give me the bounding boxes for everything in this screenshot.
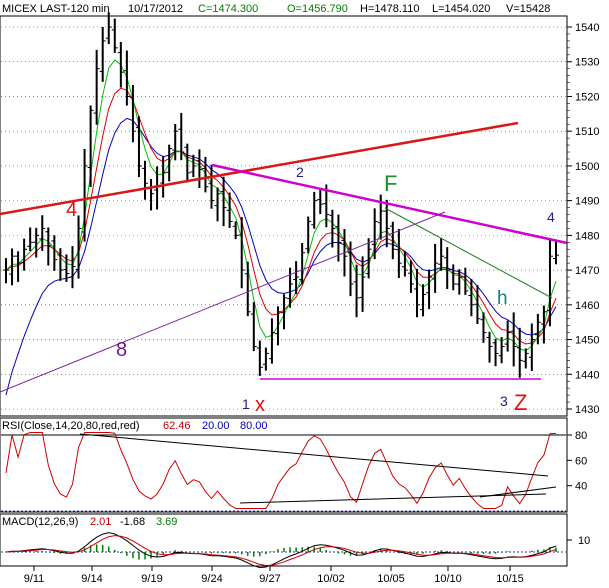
macd-label: MACD(12,26,9): [2, 516, 78, 528]
rsi-tick-label: 40: [575, 481, 587, 493]
date-tick-label: 9/19: [141, 573, 162, 585]
price-tick-label: 1520: [575, 91, 599, 103]
rsi-value-current: 62.46: [163, 420, 191, 432]
wave-label-8: 8: [116, 339, 127, 361]
macd-value-1: 2.01: [90, 516, 111, 528]
wave-label-1: 1: [242, 396, 250, 412]
wave-label-4-right: 4: [547, 209, 555, 225]
price-tick-label: 1530: [575, 57, 599, 69]
date-tick-label: 10/10: [434, 573, 462, 585]
date-tick-label: 10/02: [317, 573, 345, 585]
header-high: H=1478.110: [360, 3, 419, 15]
price-tick-label: 1450: [575, 335, 599, 347]
price-tick-label: 1480: [575, 230, 599, 242]
price-bars: [3, 12, 559, 378]
rsi-value-high: 80.00: [240, 420, 268, 432]
date-tick-label: 9/14: [81, 573, 102, 585]
date-tick-label: 9/11: [24, 573, 45, 585]
wave-label-F: F: [384, 171, 397, 196]
wave-label-3: 3: [500, 393, 508, 409]
trendline-red: [0, 121, 519, 216]
price-tick-label: 1470: [575, 265, 599, 277]
macd-axis: 10: [567, 535, 590, 547]
date-tick-label: 10/05: [377, 573, 405, 585]
trendline-green: [384, 207, 553, 299]
date-tick-label: 10/15: [496, 573, 524, 585]
price-tick-label: 1430: [575, 404, 599, 416]
date-tick-label: 9/27: [259, 573, 280, 585]
rsi-tick-label: 80: [575, 430, 587, 442]
macd-tick-label: 10: [578, 535, 590, 547]
price-tick-label: 1540: [575, 22, 599, 34]
trendline-magenta-resistance: [211, 163, 568, 245]
rsi-trendline-upper: [79, 433, 549, 477]
price-axis: 1430 1440 1450 1460 1470 1480 1490 1500 1510 1520…: [567, 22, 599, 416]
wave-label-2: 2: [296, 164, 304, 180]
rsi-value-low: 20.00: [202, 420, 230, 432]
macd-signal-line: [5, 535, 557, 567]
price-tick-label: 1500: [575, 161, 599, 173]
macd-value-3: 3.69: [156, 516, 177, 528]
ma-mid-line: [5, 87, 557, 345]
macd-panel: [0, 513, 568, 567]
date-tick-label: 9/24: [201, 573, 222, 585]
rsi-line: [5, 432, 557, 509]
macd-value-2: -1.68: [120, 516, 145, 528]
rsi-axis: 40 60 80: [567, 430, 587, 493]
price-tick-label: 1460: [575, 300, 599, 312]
price-tick-label: 1510: [575, 126, 599, 138]
ma-short-line: [5, 59, 557, 352]
wave-label-Z: Z: [514, 390, 527, 415]
price-tick-label: 1490: [575, 196, 599, 208]
header-symbol: MICEX LAST-120 min: [2, 3, 110, 15]
header-close: C=1474.300: [198, 3, 258, 15]
wave-label-h: h: [497, 288, 508, 309]
rsi-trendline-short: [479, 486, 557, 498]
header-low: L=1454.020: [432, 3, 490, 15]
price-panel: [0, 15, 568, 417]
rsi-label: RSI(Close,14,20,80,red,red): [2, 420, 140, 432]
trendline-purple-support: [0, 211, 446, 393]
price-tick-label: 1440: [575, 369, 599, 381]
header-date: 10/17/2012: [128, 3, 183, 15]
wave-label-4-left: 4: [66, 199, 77, 221]
wave-label-x: x: [255, 394, 265, 416]
header-volume: V=15428: [506, 3, 550, 15]
rsi-tick-label: 60: [575, 455, 587, 467]
header-open: O=1456.790: [287, 3, 348, 15]
date-axis: 9/11 9/14 9/19 9/24 9/27 10/02 10/05 10/10 10/15: [24, 566, 524, 585]
